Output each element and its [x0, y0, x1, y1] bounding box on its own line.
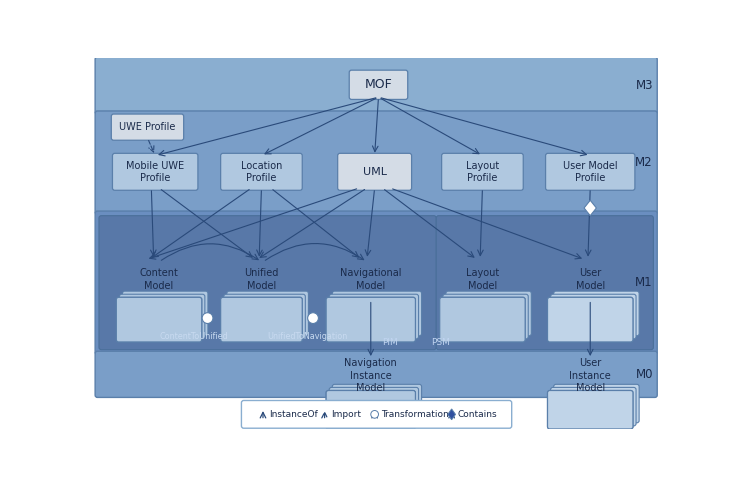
FancyBboxPatch shape	[440, 297, 525, 342]
FancyBboxPatch shape	[221, 297, 302, 342]
FancyBboxPatch shape	[123, 291, 208, 336]
FancyBboxPatch shape	[227, 291, 308, 336]
Text: M0: M0	[636, 368, 653, 381]
FancyBboxPatch shape	[221, 153, 302, 190]
Text: Mobile UWE
Profile: Mobile UWE Profile	[126, 161, 184, 183]
Text: User Model
Profile: User Model Profile	[563, 161, 617, 183]
FancyBboxPatch shape	[326, 297, 415, 342]
FancyBboxPatch shape	[326, 390, 415, 429]
Text: Navigational
Model: Navigational Model	[340, 268, 401, 291]
Polygon shape	[448, 409, 456, 420]
Text: InstanceOf: InstanceOf	[269, 410, 318, 419]
FancyBboxPatch shape	[112, 153, 198, 190]
FancyBboxPatch shape	[116, 297, 202, 342]
Polygon shape	[584, 201, 597, 215]
FancyBboxPatch shape	[550, 388, 636, 426]
Circle shape	[308, 313, 319, 323]
Text: Location
Profile: Location Profile	[241, 161, 282, 183]
Text: Import: Import	[331, 410, 360, 419]
Circle shape	[202, 313, 213, 323]
Text: Layout
Profile: Layout Profile	[466, 161, 499, 183]
FancyBboxPatch shape	[333, 384, 421, 423]
FancyBboxPatch shape	[548, 297, 633, 342]
Text: User
Model: User Model	[575, 268, 605, 291]
FancyBboxPatch shape	[548, 390, 633, 429]
Text: MOF: MOF	[365, 78, 393, 91]
FancyBboxPatch shape	[442, 153, 523, 190]
FancyBboxPatch shape	[349, 70, 408, 99]
FancyBboxPatch shape	[338, 153, 412, 190]
FancyBboxPatch shape	[221, 297, 302, 342]
Text: UWE Profile: UWE Profile	[120, 122, 175, 132]
FancyBboxPatch shape	[95, 211, 657, 354]
Circle shape	[371, 411, 379, 418]
Text: M1: M1	[636, 276, 653, 289]
Text: ContentToUnified: ContentToUnified	[159, 332, 228, 341]
FancyBboxPatch shape	[440, 297, 525, 342]
Text: PIM: PIM	[382, 338, 398, 347]
FancyBboxPatch shape	[443, 294, 528, 339]
Text: M2: M2	[636, 156, 653, 169]
FancyBboxPatch shape	[553, 384, 639, 423]
FancyBboxPatch shape	[241, 401, 512, 428]
Text: Contains: Contains	[458, 410, 498, 419]
FancyBboxPatch shape	[548, 390, 633, 429]
Text: M3: M3	[636, 79, 653, 92]
FancyBboxPatch shape	[116, 297, 202, 342]
FancyBboxPatch shape	[548, 297, 633, 342]
FancyBboxPatch shape	[95, 111, 657, 214]
Text: Layout
Model: Layout Model	[466, 268, 499, 291]
Text: Content
Model: Content Model	[139, 268, 178, 291]
Text: Navigation
Instance
Model: Navigation Instance Model	[344, 359, 397, 393]
FancyBboxPatch shape	[112, 114, 184, 140]
Text: Transformation: Transformation	[381, 410, 448, 419]
Text: PSM: PSM	[431, 338, 449, 347]
FancyBboxPatch shape	[120, 294, 205, 339]
Text: UnifiedToNavigation: UnifiedToNavigation	[267, 332, 348, 341]
FancyBboxPatch shape	[95, 351, 657, 398]
FancyBboxPatch shape	[550, 294, 636, 339]
Text: Unified
Model: Unified Model	[244, 268, 279, 291]
FancyBboxPatch shape	[545, 153, 635, 190]
FancyBboxPatch shape	[224, 294, 305, 339]
FancyBboxPatch shape	[333, 291, 421, 336]
FancyBboxPatch shape	[99, 215, 436, 349]
FancyBboxPatch shape	[326, 297, 415, 342]
FancyBboxPatch shape	[95, 57, 657, 114]
Text: UML: UML	[363, 167, 387, 177]
FancyBboxPatch shape	[330, 294, 418, 339]
FancyBboxPatch shape	[446, 291, 531, 336]
FancyBboxPatch shape	[436, 215, 653, 349]
FancyBboxPatch shape	[326, 390, 415, 429]
Text: User
Instance
Model: User Instance Model	[570, 359, 611, 393]
FancyBboxPatch shape	[330, 388, 418, 426]
FancyBboxPatch shape	[553, 291, 639, 336]
